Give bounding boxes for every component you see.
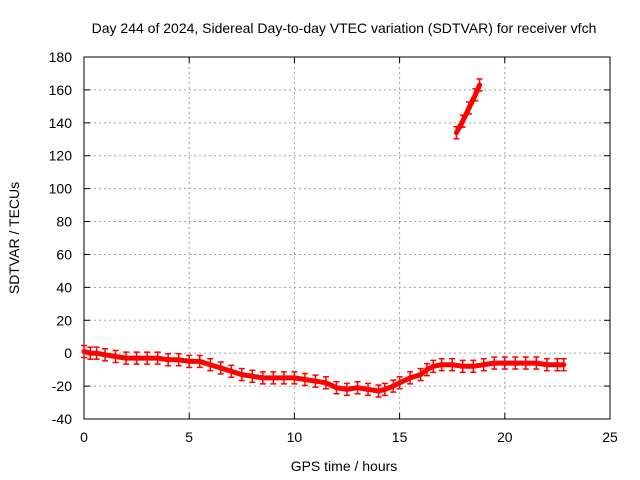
axis-ticks: 0 5 10 15 20 25 -40 -20 0 20 40 60 80 100 120 140 160 180 [49, 49, 618, 445]
x-tick-label: 10 [287, 429, 303, 445]
y-tick-label: 120 [49, 148, 73, 164]
y-tick-label: 180 [49, 49, 73, 65]
x-tick-label: 0 [80, 429, 88, 445]
x-tick-label: 15 [392, 429, 408, 445]
y-tick-label: 0 [64, 345, 72, 361]
y-tick-label: 20 [56, 312, 72, 328]
series-line-1 [81, 349, 567, 394]
x-axis-label: GPS time / hours [291, 458, 398, 474]
y-axis-label: SDTVAR / TECUs [6, 182, 22, 294]
y-tick-label: 60 [56, 246, 72, 262]
y-tick-label: 80 [56, 214, 72, 230]
data-series [81, 78, 567, 398]
y-tick-label: -20 [52, 378, 72, 394]
x-tick-label: 5 [185, 429, 193, 445]
y-tick-label: 100 [49, 181, 73, 197]
x-tick-label: 20 [497, 429, 513, 445]
y-tick-label: -40 [52, 411, 72, 427]
plot-frame [83, 56, 611, 420]
chart-title: Day 244 of 2024, Sidereal Day-to-day VTE… [92, 20, 597, 36]
x-tick-label: 25 [602, 429, 618, 445]
y-tick-label: 160 [49, 82, 73, 98]
y-tick-label: 140 [49, 115, 73, 131]
y-tick-label: 40 [56, 279, 72, 295]
